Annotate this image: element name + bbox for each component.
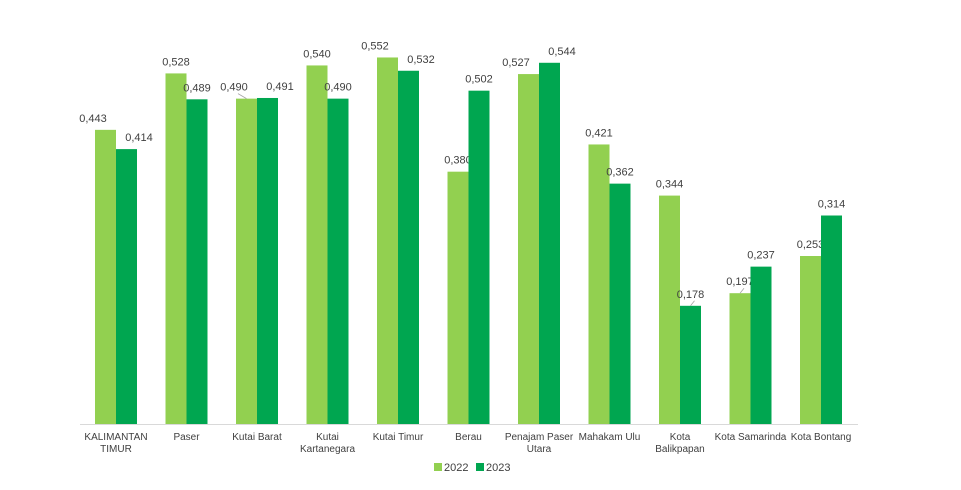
bar-2023-3 (327, 98, 349, 424)
category-label-line: Kutai Timur (373, 432, 424, 443)
category-label-6: Penajam Paser Utara (505, 432, 574, 455)
category-label-10: Kota Bontang (791, 432, 852, 443)
bar-2022-0 (95, 129, 116, 424)
bar-2023-4 (398, 70, 419, 424)
category-label-5: Berau (455, 432, 482, 443)
bar-2023-9 (750, 266, 772, 424)
bar-2023-2 (257, 97, 278, 424)
data-label-2022-5: 0,380 (444, 155, 472, 167)
category-label-line: Kota (670, 432, 691, 443)
bar-2023-10 (821, 215, 842, 424)
bar-2022-7 (588, 144, 610, 424)
category-group: 0,528 0,489 Paser (162, 56, 211, 443)
bar-2022-3 (306, 65, 328, 424)
bar-2022-9 (729, 293, 751, 424)
legend-label-2022: 2022 (444, 462, 468, 474)
label-leader-line (237, 93, 247, 99)
bar-2022-6 (518, 74, 539, 425)
legend-label-2023: 2023 (486, 462, 510, 474)
category-label-7: Mahakam Ulu (579, 432, 641, 443)
data-label-2022-10: 0,253 (797, 239, 825, 251)
category-label-9: Kota Samarinda (715, 432, 787, 443)
category-label-line: TIMUR (100, 444, 132, 455)
data-label-2022-8: 0,344 (656, 179, 684, 191)
data-label-2022-0: 0,443 (79, 113, 107, 125)
bar-2023-0 (116, 149, 137, 424)
category-group: 0,552 0,532 Kutai Timur (361, 40, 435, 443)
bar-2023-7 (609, 183, 631, 424)
label-leader-line (739, 287, 745, 294)
data-label-2022-4: 0,552 (361, 40, 389, 52)
category-label-line: Kutai Barat (232, 432, 282, 443)
category-label-0: KALIMANTAN TIMUR (84, 432, 147, 455)
category-group: 0,490 0,491 Kutai Barat (220, 81, 294, 443)
label-leader-line (690, 300, 695, 307)
category-group: 0,253 0,314 Kota Bontang (791, 199, 852, 443)
category-label-line: Penajam Paser (505, 432, 574, 443)
data-label-2023-8: 0,178 (677, 289, 705, 301)
category-group: 0,344 0,178 Kota Balikpapan (655, 179, 704, 455)
bar-2022-10 (800, 256, 821, 424)
category-label-line: Kota Samarinda (715, 432, 787, 443)
bar-2022-2 (236, 98, 257, 424)
category-label-line: Kartanegara (300, 444, 355, 455)
category-label-line: Paser (173, 432, 200, 443)
data-label-2023-10: 0,314 (818, 199, 846, 211)
data-label-2023-6: 0,544 (548, 46, 576, 58)
category-label-line: KALIMANTAN (84, 432, 147, 443)
data-label-2023-1: 0,489 (183, 82, 211, 94)
data-label-2023-5: 0,502 (465, 74, 493, 86)
bar-2022-5 (447, 171, 469, 424)
data-label-2023-9: 0,237 (747, 250, 775, 262)
data-label-2023-7: 0,362 (606, 167, 634, 179)
data-label-2023-2: 0,491 (266, 81, 294, 93)
category-label-line: Berau (455, 432, 482, 443)
data-label-2022-7: 0,421 (585, 127, 613, 139)
legend-swatch-2022 (434, 463, 442, 471)
category-label-4: Kutai Timur (373, 432, 424, 443)
bar-2023-1 (186, 99, 208, 424)
legend: 2022 2023 (434, 462, 510, 474)
data-label-2022-1: 0,528 (162, 56, 190, 68)
category-group: 0,443 0,414 KALIMANTAN TIMUR (79, 113, 153, 455)
category-label-line: Utara (527, 444, 552, 455)
category-label-8: Kota Balikpapan (655, 432, 704, 455)
category-group: 0,197 0,237 Kota Samarinda (715, 250, 787, 443)
category-group: 0,380 0,502 Berau (444, 74, 493, 443)
category-label-2: Kutai Barat (232, 432, 282, 443)
bar-2022-1 (165, 73, 187, 425)
category-label-line: Balikpapan (655, 444, 704, 455)
bar-2023-6 (539, 62, 560, 425)
bar-2023-8 (680, 305, 701, 424)
bar-2022-4 (377, 57, 398, 425)
category-group: 0,527 0,544 Penajam Paser Utara (502, 46, 576, 455)
legend-swatch-2023 (476, 463, 484, 471)
category-label-line: Kota Bontang (791, 432, 852, 443)
category-label-line: Mahakam Ulu (579, 432, 641, 443)
category-group: 0,540 0,490 Kutai Kartanegara (300, 48, 355, 455)
data-label-2022-6: 0,527 (502, 57, 530, 69)
data-label-2022-2: 0,490 (220, 82, 248, 94)
bar-2022-8 (659, 195, 680, 424)
category-label-line: Kutai (316, 432, 339, 443)
data-label-2022-3: 0,540 (303, 48, 331, 60)
data-label-2023-3: 0,490 (324, 82, 352, 94)
category-label-1: Paser (173, 432, 200, 443)
category-group: 0,421 0,362 Mahakam Ulu (579, 127, 641, 443)
category-label-3: Kutai Kartanegara (300, 432, 355, 455)
data-label-2023-4: 0,532 (407, 54, 435, 66)
bar-2023-5 (468, 90, 490, 424)
data-label-2023-0: 0,414 (125, 132, 153, 144)
data-label-2022-9: 0,197 (726, 276, 754, 288)
